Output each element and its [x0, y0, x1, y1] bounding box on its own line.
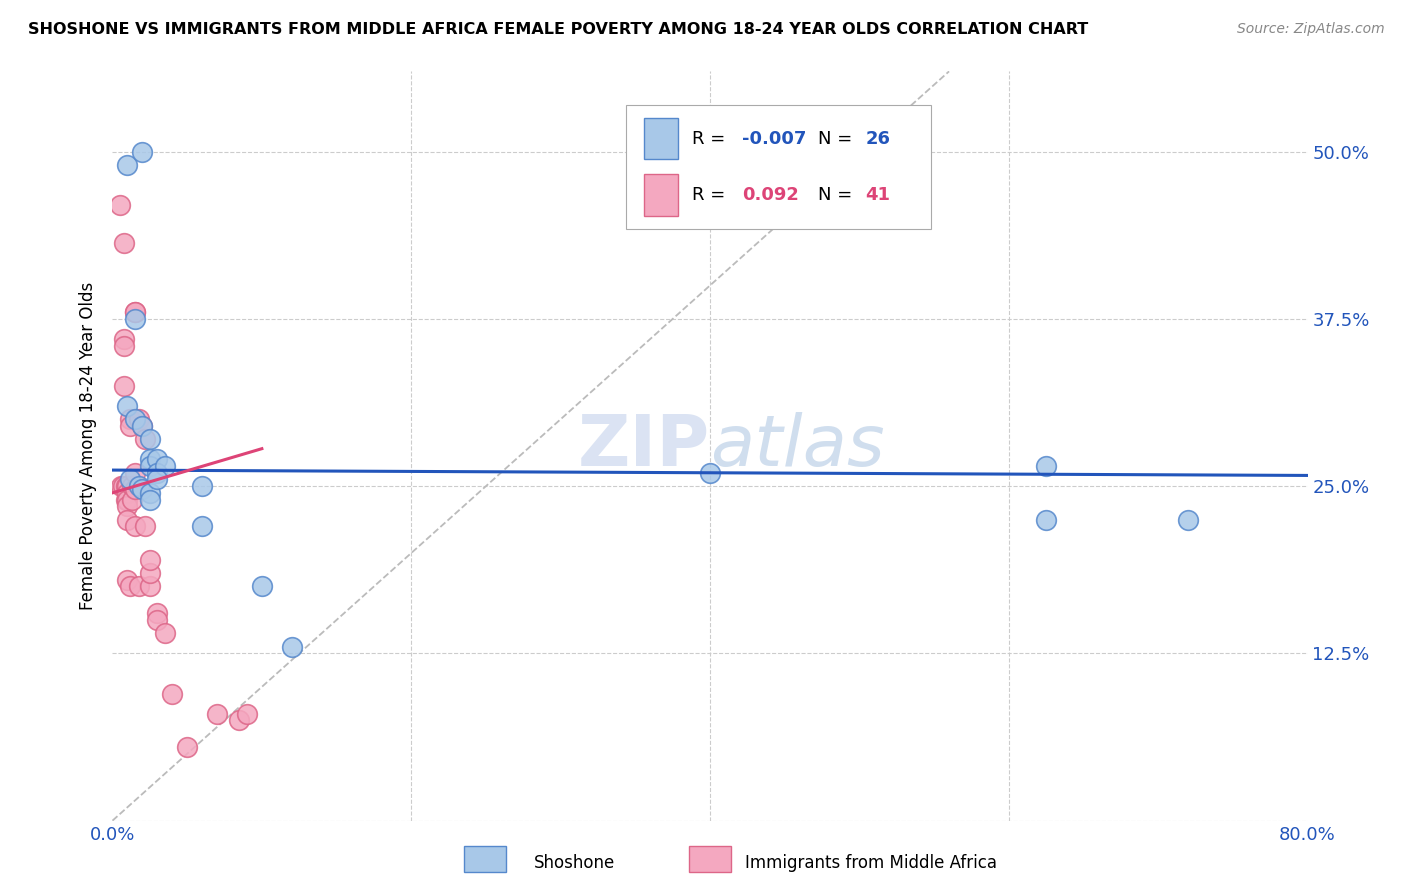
Point — [139, 492, 162, 507]
Point — [128, 479, 150, 493]
Point — [134, 433, 156, 447]
Point — [131, 145, 153, 159]
Point — [115, 492, 138, 507]
Text: ZIP: ZIP — [578, 411, 710, 481]
Text: 41: 41 — [866, 186, 890, 204]
Point — [121, 492, 143, 507]
Point — [120, 419, 142, 434]
Point — [128, 580, 150, 594]
Point — [117, 479, 139, 493]
Point — [139, 452, 162, 467]
Point — [124, 466, 146, 480]
Point — [117, 399, 139, 413]
Point — [117, 492, 139, 507]
Point — [236, 706, 259, 721]
Text: Immigrants from Middle Africa: Immigrants from Middle Africa — [745, 855, 997, 872]
Text: N =: N = — [818, 186, 858, 204]
Point — [114, 379, 135, 393]
Point — [131, 419, 153, 434]
Point — [117, 573, 139, 587]
Point — [1035, 459, 1057, 474]
Point — [120, 580, 142, 594]
Point — [111, 479, 134, 493]
Text: R =: R = — [692, 130, 731, 148]
Text: Shoshone: Shoshone — [534, 855, 616, 872]
FancyBboxPatch shape — [644, 119, 678, 160]
Point — [205, 706, 228, 721]
Point — [114, 339, 135, 353]
Point — [108, 198, 131, 212]
Point — [117, 486, 139, 500]
Point — [153, 459, 176, 474]
Point — [1035, 513, 1057, 527]
Point — [124, 305, 146, 319]
Point — [139, 566, 162, 581]
Point — [146, 466, 169, 480]
Point — [117, 500, 139, 514]
Point — [131, 482, 153, 496]
Point — [146, 613, 169, 627]
Point — [228, 714, 250, 728]
Point — [1177, 513, 1199, 527]
Point — [117, 158, 139, 172]
Point — [115, 479, 138, 493]
Point — [281, 640, 304, 654]
Point — [139, 553, 162, 567]
Point — [124, 305, 146, 319]
Point — [120, 473, 142, 487]
Point — [153, 626, 176, 640]
Point — [176, 740, 198, 755]
Point — [114, 235, 135, 250]
FancyBboxPatch shape — [627, 105, 931, 228]
Text: SHOSHONE VS IMMIGRANTS FROM MIDDLE AFRICA FEMALE POVERTY AMONG 18-24 YEAR OLDS C: SHOSHONE VS IMMIGRANTS FROM MIDDLE AFRIC… — [28, 22, 1088, 37]
Point — [128, 412, 150, 426]
Point — [146, 452, 169, 467]
Point — [124, 312, 146, 326]
Text: N =: N = — [818, 130, 858, 148]
Point — [146, 607, 169, 621]
Point — [117, 513, 139, 527]
Text: Source: ZipAtlas.com: Source: ZipAtlas.com — [1237, 22, 1385, 37]
Point — [139, 580, 162, 594]
Point — [162, 687, 183, 701]
Point — [699, 466, 721, 480]
Point — [139, 486, 162, 500]
Point — [139, 459, 162, 474]
Text: 26: 26 — [866, 130, 890, 148]
Point — [139, 433, 162, 447]
Point — [250, 580, 273, 594]
Point — [121, 479, 143, 493]
Text: R =: R = — [692, 186, 731, 204]
Point — [124, 412, 146, 426]
Point — [191, 519, 214, 533]
FancyBboxPatch shape — [644, 175, 678, 216]
Point — [120, 412, 142, 426]
Point — [114, 332, 135, 346]
Point — [124, 519, 146, 533]
Text: -0.007: -0.007 — [742, 130, 807, 148]
Text: atlas: atlas — [710, 411, 884, 481]
Y-axis label: Female Poverty Among 18-24 Year Olds: Female Poverty Among 18-24 Year Olds — [79, 282, 97, 610]
Point — [131, 419, 153, 434]
Point — [110, 479, 132, 493]
Text: 0.092: 0.092 — [742, 186, 799, 204]
Point — [134, 519, 156, 533]
Point — [146, 473, 169, 487]
Point — [124, 482, 146, 496]
Point — [191, 479, 214, 493]
